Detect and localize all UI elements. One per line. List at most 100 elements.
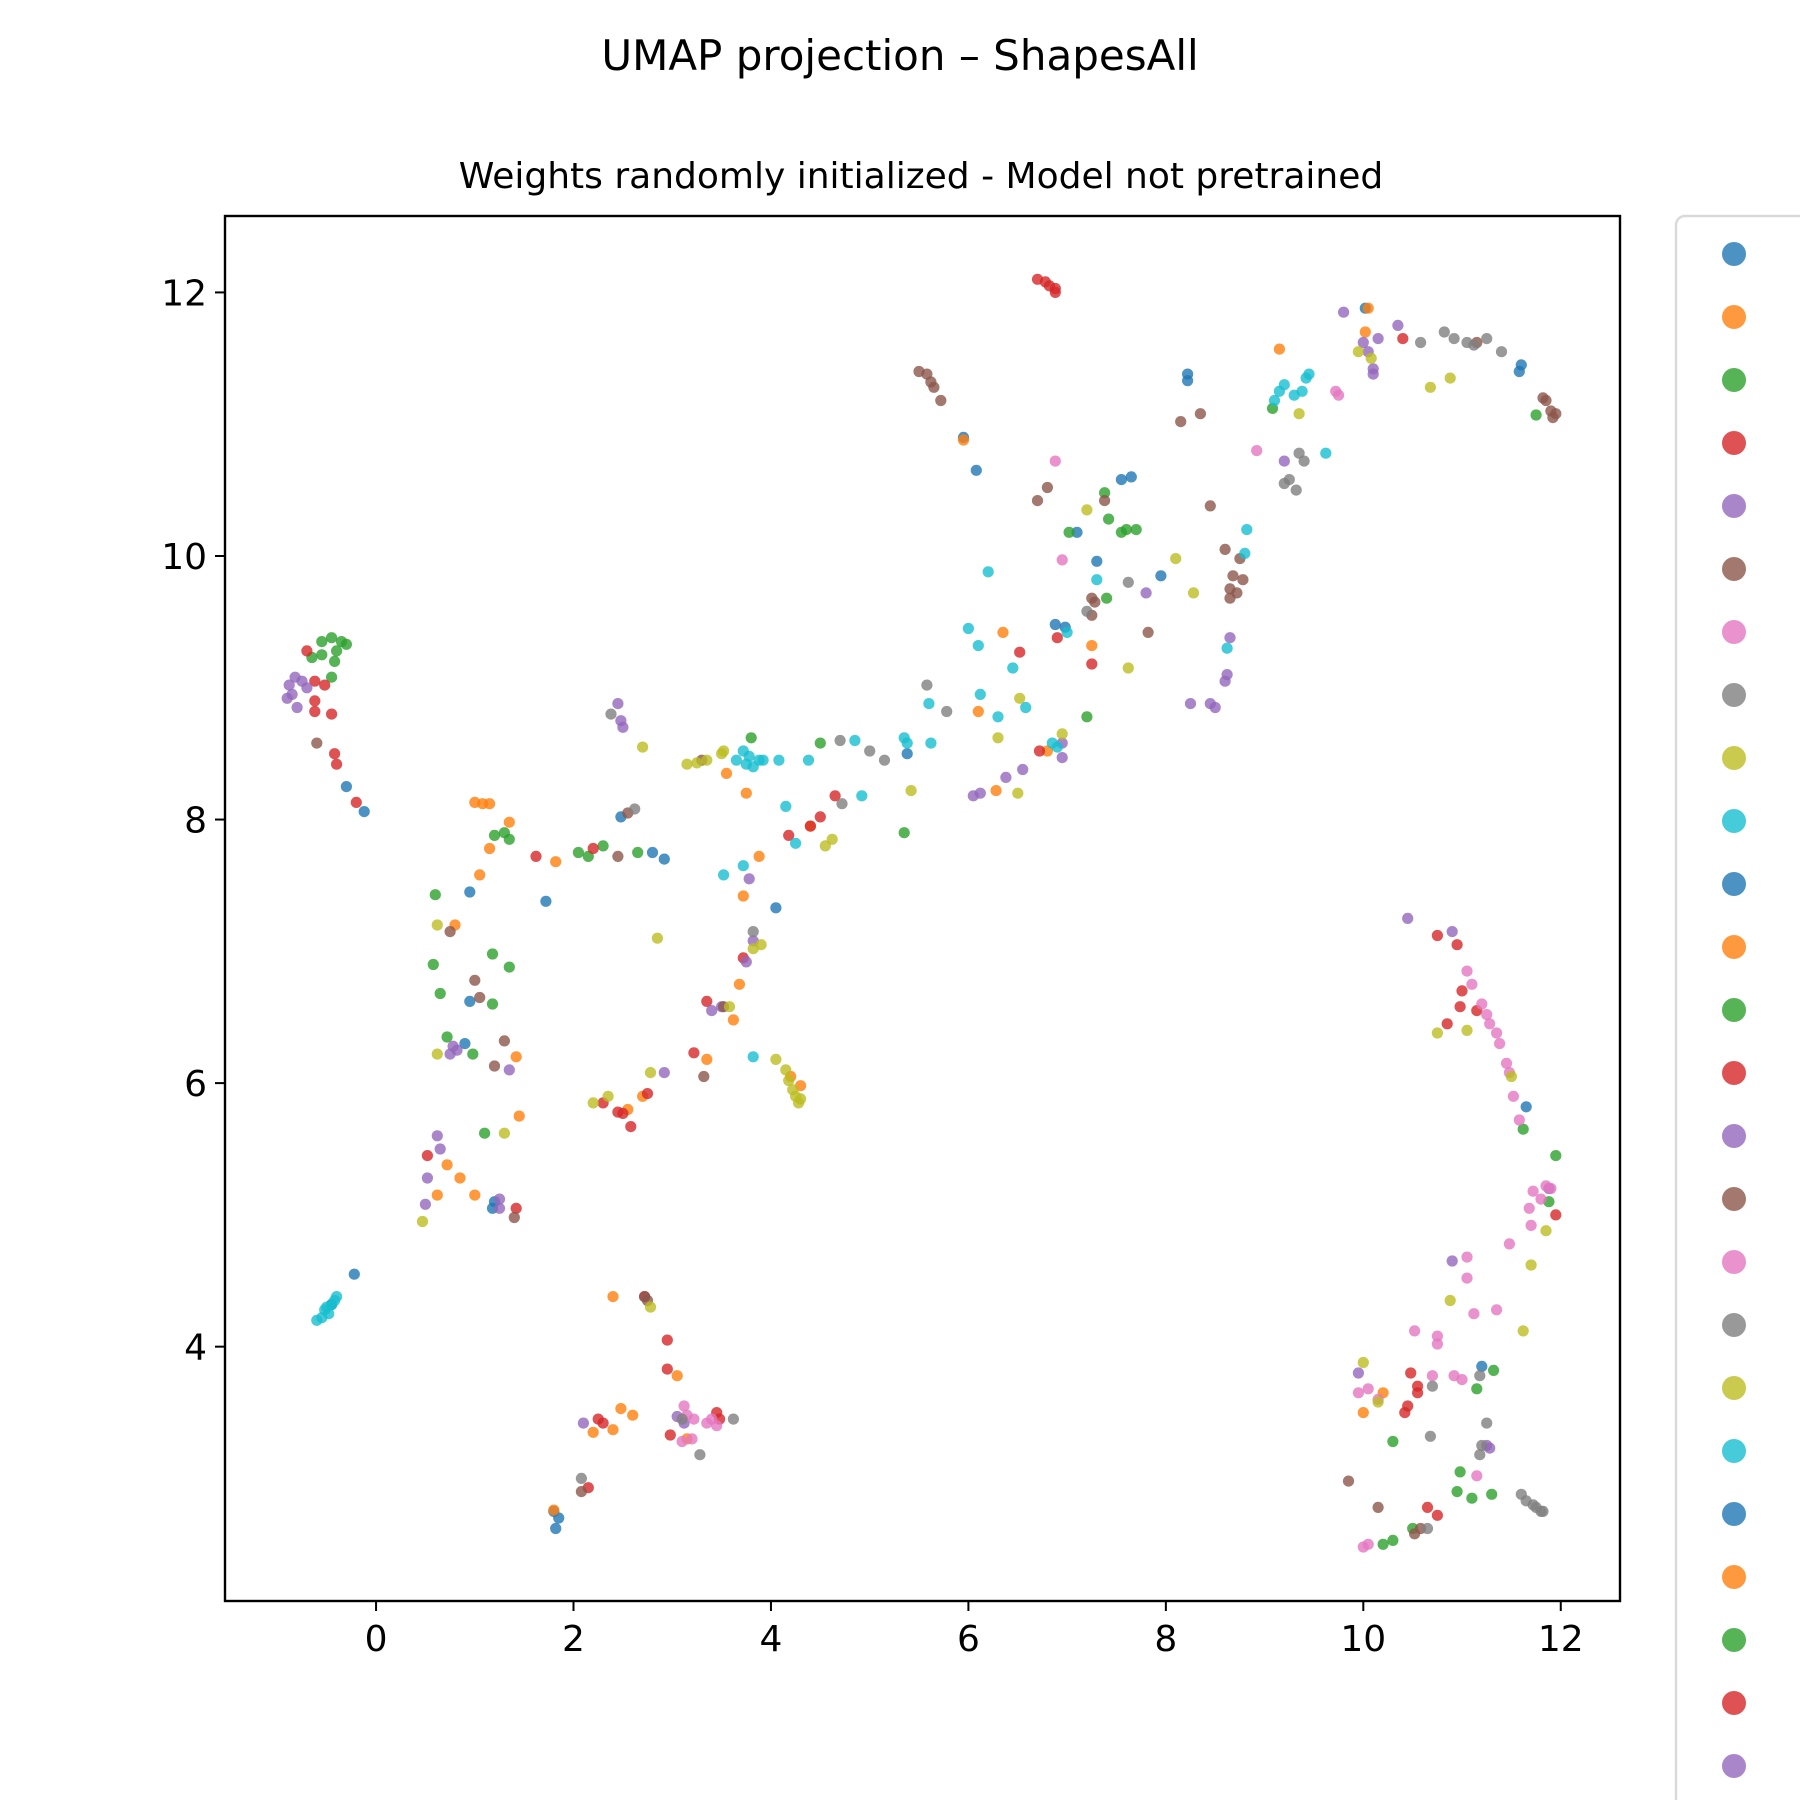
scatter-point-series-5 [1099, 495, 1111, 507]
scatter-point-series-2 [632, 846, 644, 859]
scatter-point-series-8 [1540, 1225, 1552, 1237]
scatter-point-series-3 [661, 1363, 673, 1375]
scatter-point-series-6 [688, 1413, 700, 1425]
scatter-point-series-2 [1517, 1123, 1529, 1135]
scatter-point-series-1 [469, 1189, 481, 1201]
scatter-point-series-0 [1091, 555, 1103, 567]
scatter-point-series-2 [1471, 1383, 1483, 1395]
scatter-point-series-8 [1444, 1294, 1456, 1307]
scatter-point-series-2 [1550, 1150, 1562, 1162]
scatter-point-series-4 [503, 1064, 515, 1076]
scatter-point-series-2 [1120, 524, 1132, 536]
scatter-point-series-1 [720, 767, 733, 780]
scatter-point-series-9 [331, 1291, 343, 1303]
scatter-point-series-3 [701, 995, 713, 1008]
scatter-point-series-1 [737, 890, 749, 902]
scatter-point-series-1 [733, 978, 746, 990]
scatter-point-series-6 [1251, 445, 1263, 457]
scatter-point-series-4 [1338, 306, 1350, 318]
scatter-point-series-2 [503, 961, 515, 973]
scatter-point-series-3 [1412, 1387, 1424, 1399]
scatter-point-series-7 [1438, 326, 1450, 338]
scatter-point-series-0 [1182, 375, 1194, 387]
scatter-point-series-4 [1372, 333, 1384, 345]
scatter-point-series-7 [1481, 1417, 1493, 1429]
scatter-point-series-0 [646, 846, 659, 859]
scatter-point-series-0 [540, 895, 552, 907]
scatter-point-series-4 [577, 1417, 590, 1429]
scatter-point-series-1 [607, 1424, 619, 1436]
scatter-point-series-1 [474, 869, 486, 881]
scatter-point-series-9 [982, 566, 994, 578]
scatter-point-series-3 [309, 675, 321, 687]
scatter-point-series-3 [1405, 1367, 1417, 1379]
scatter-point-series-8 [681, 758, 693, 770]
legend-marker [1722, 746, 1746, 770]
scatter-point-series-4 [1140, 587, 1152, 599]
scatter-point-series-7 [1426, 1380, 1438, 1392]
scatter-point-series-6 [676, 1435, 688, 1448]
scatter-point-series-7 [1290, 484, 1302, 496]
scatter-point-series-5 [612, 850, 624, 863]
scatter-point-series-2 [1387, 1435, 1399, 1448]
scatter-point-series-1 [727, 1014, 740, 1026]
scatter-point-series-3 [1431, 1509, 1443, 1521]
scatter-point-series-8 [1517, 1325, 1529, 1337]
scatter-point-series-8 [416, 1215, 429, 1228]
scatter-point-series-4 [658, 1067, 670, 1079]
scatter-point-series-9 [773, 754, 785, 766]
scatter-point-series-7 [941, 705, 953, 718]
scatter-point-series-9 [1278, 379, 1290, 391]
scatter-point-series-9 [780, 800, 792, 813]
legend-marker [1722, 494, 1746, 518]
scatter-point-series-4 [1367, 368, 1379, 380]
scatter-point-series-1 [431, 1189, 443, 1201]
scatter-point-series-1 [513, 1110, 525, 1122]
scatter-point-series-8 [1170, 553, 1182, 565]
scatter-point-series-2 [1377, 1538, 1389, 1550]
x-tick-label: 6 [957, 1619, 980, 1660]
scatter-point-series-4 [1224, 632, 1236, 644]
scatter-point-series-9 [962, 622, 975, 635]
scatter-point-series-2 [1530, 409, 1542, 421]
scatter-point-series-0 [348, 1268, 360, 1280]
scatter-point-series-4 [283, 679, 295, 691]
scatter-point-series-9 [747, 761, 759, 773]
x-tick-label: 4 [760, 1619, 783, 1660]
scatter-point-series-4 [974, 787, 986, 799]
scatter-point-series-8 [602, 1090, 614, 1102]
scatter-point-series-2 [898, 827, 910, 839]
scatter-point-series-9 [747, 1051, 759, 1063]
scatter-point-series-6 [686, 1433, 698, 1445]
scatter-point-series-1 [550, 856, 562, 868]
chart-title: UMAP projection – ShapesAll [601, 31, 1198, 80]
legend-marker [1722, 242, 1746, 266]
x-tick-label: 12 [1538, 1619, 1584, 1660]
scatter-point-series-3 [1421, 1501, 1434, 1513]
scatter-point-series-6 [1494, 1038, 1506, 1050]
scatter-point-series-9 [856, 790, 868, 802]
legend-marker [1722, 1313, 1746, 1337]
legend-marker [1722, 1502, 1746, 1526]
scatter-point-series-5 [1204, 500, 1216, 512]
scatter-point-series-8 [498, 1127, 510, 1139]
scatter-point-series-3 [829, 790, 841, 802]
scatter-point-series-6 [1523, 1202, 1535, 1214]
scatter-point-series-3 [1397, 333, 1409, 345]
scatter-point-series-9 [1241, 524, 1253, 536]
scatter-point-series-9 [1221, 642, 1233, 654]
scatter-point-series-1 [1362, 302, 1374, 314]
scatter-point-series-6 [1471, 1470, 1483, 1482]
scatter-point-series-5 [698, 1070, 710, 1083]
scatter-point-series-8 [1187, 587, 1200, 599]
scatter-point-series-1 [972, 705, 984, 718]
scatter-point-series-7 [1278, 477, 1290, 490]
scatter-point-series-6 [1352, 1387, 1364, 1399]
legend-marker [1722, 1565, 1746, 1589]
scatter-point-series-7 [676, 1413, 688, 1425]
scatter-point-series-0 [1049, 618, 1061, 631]
scatter-point-series-8 [431, 1048, 443, 1060]
scatter-point-series-8 [691, 757, 703, 769]
scatter-point-series-8 [780, 1064, 792, 1076]
scatter-point-series-8 [644, 1301, 657, 1313]
